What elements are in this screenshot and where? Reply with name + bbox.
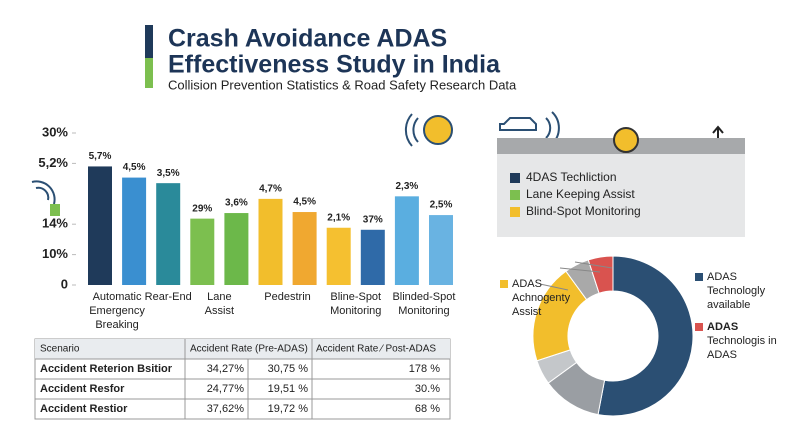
data-label: 37% — [363, 214, 383, 225]
table-cell: 30.% — [415, 383, 440, 395]
bar — [156, 183, 181, 285]
table-cell: Accident Restior — [40, 403, 128, 415]
table-header: Accident Rate (Pre-ADAS) — [190, 344, 308, 355]
table-cell: 24,77% — [207, 383, 245, 395]
x-tick-label: Assist — [205, 305, 234, 317]
annotation-marker — [695, 273, 703, 281]
data-label: 4,7% — [259, 184, 282, 195]
table-cell: 30,75 % — [268, 363, 309, 375]
table-cell: 19,72 % — [268, 403, 309, 415]
table-cell: 37,62% — [207, 403, 245, 415]
y-tick-label: 10% — [42, 246, 68, 261]
y-tick-label: 0 — [61, 276, 68, 291]
data-label: 4,5% — [123, 162, 146, 173]
bar — [190, 218, 215, 285]
table-header: Scenario — [40, 344, 80, 355]
legend-swatch — [510, 173, 520, 183]
x-tick-label: Automatic — [93, 291, 142, 303]
annotation: Technologly — [707, 285, 766, 297]
data-label: 2,5% — [430, 200, 453, 211]
x-tick-label: Lane — [207, 291, 231, 303]
annotation: Assist — [512, 306, 541, 318]
y-tick-label: 14% — [42, 216, 68, 231]
table-cell: Accident Reterion Bsitior — [40, 363, 173, 375]
table-cell: 34,27% — [207, 363, 245, 375]
legend-label: 4DAS Techliction — [526, 170, 617, 184]
x-tick-label: Bline-Spot — [330, 291, 381, 303]
bar — [258, 198, 283, 285]
bar — [326, 227, 351, 285]
icon — [613, 127, 639, 153]
title-accent — [145, 58, 153, 88]
x-tick-label: Blinded-Spot — [392, 291, 455, 303]
legend-label: Blind-Spot Monitoring — [526, 204, 641, 218]
table-header: Accident Rate ⁄ Post-ADAS — [316, 344, 436, 355]
legend-swatch — [510, 190, 520, 200]
title-accent — [145, 25, 153, 58]
x-tick-label: Monitoring — [398, 305, 449, 317]
data-label: 5,7% — [89, 151, 112, 162]
annotation: ADAS — [512, 278, 542, 290]
subtitle: Collision Prevention Statistics & Road S… — [168, 77, 517, 92]
y-tick-label: 5,2% — [38, 155, 68, 170]
title: Crash Avoidance ADAS — [168, 25, 447, 53]
data-label: 2,3% — [396, 181, 419, 192]
bar — [224, 213, 249, 285]
x-tick-label: Breaking — [95, 319, 138, 331]
x-tick-label: Emergency — [89, 305, 145, 317]
x-tick-label: Monitoring — [330, 305, 381, 317]
leader-line — [539, 261, 613, 291]
bar — [394, 196, 419, 285]
pie-segment — [597, 255, 694, 417]
annotation-marker — [500, 280, 508, 288]
annotation: Achnogenty — [512, 292, 571, 304]
table-cell: 68 % — [415, 403, 440, 415]
x-tick-label: Rear-End — [145, 291, 192, 303]
table-header-bg — [35, 339, 450, 359]
bar — [429, 215, 453, 285]
table-cell: 19,51 % — [268, 383, 309, 395]
legend-swatch — [510, 207, 520, 217]
data-label: 2,1% — [327, 212, 350, 223]
legend-panel — [497, 138, 745, 237]
annotation: available — [707, 299, 750, 311]
bar — [292, 212, 317, 285]
x-tick-label: Pedestrin — [264, 291, 310, 303]
data-label: 29% — [192, 203, 212, 214]
bar — [360, 229, 385, 285]
data-label: 3,5% — [157, 168, 180, 179]
annotation: ADAS — [707, 349, 737, 361]
annotation: ADAS — [707, 271, 737, 283]
bar — [88, 166, 112, 285]
annotation: Technologis in — [707, 335, 777, 347]
table-cell: Accident Resfor — [40, 383, 125, 395]
annotation: ADAS — [707, 321, 738, 333]
legend-label: Lane Keeping Assist — [526, 187, 635, 201]
table-cell: 178 % — [409, 363, 440, 375]
title: Effectiveness Study in India — [168, 51, 501, 79]
data-label: 3,6% — [225, 198, 248, 209]
icon — [712, 125, 724, 138]
bar — [122, 177, 147, 285]
annotation-marker — [695, 323, 703, 331]
y-tick-label: 30% — [42, 124, 68, 139]
data-label: 4,5% — [293, 197, 316, 208]
